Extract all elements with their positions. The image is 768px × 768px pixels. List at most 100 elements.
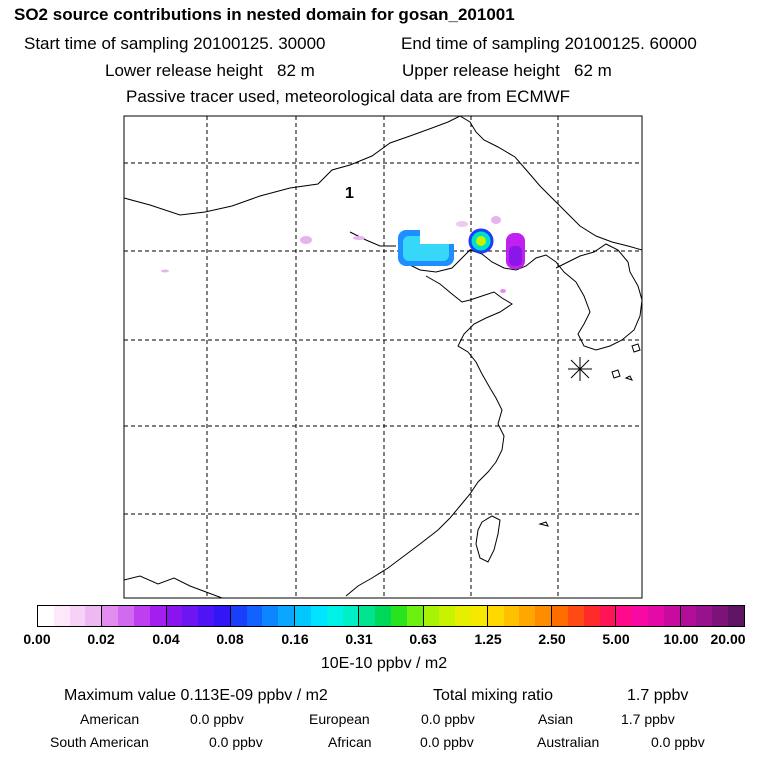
colorbar-swatch	[390, 606, 407, 626]
colorbar-swatch	[85, 606, 102, 626]
tick-label: 0.00	[23, 631, 51, 647]
colorbar-swatch	[342, 606, 359, 626]
colorbar-swatch	[503, 606, 520, 626]
asian-value: 1.7 ppbv	[621, 711, 675, 727]
colorbar-group	[551, 606, 616, 626]
upper-release-height: Upper release height 62 m	[402, 61, 612, 80]
tick-label: 10.00	[663, 631, 699, 647]
colorbar-group	[229, 606, 295, 626]
tick-label: 1.25	[474, 631, 502, 647]
australian-value: 0.0 ppbv	[651, 734, 705, 750]
tick-label: 0.08	[216, 631, 244, 647]
colorbar-swatch	[487, 606, 504, 626]
ne-china-border	[459, 116, 642, 251]
tick-label: 0.63	[409, 631, 437, 647]
inner-border-1	[124, 575, 223, 598]
islands-2	[538, 521, 549, 527]
taiwan	[475, 515, 501, 563]
colorbar-group	[101, 606, 166, 626]
korea-peninsula	[575, 261, 642, 351]
american-value: 0.0 ppbv	[190, 711, 244, 727]
african-label: African	[328, 734, 372, 750]
coastlines	[124, 116, 642, 598]
colorbar-swatch	[728, 606, 744, 626]
colorbar-group	[165, 606, 230, 626]
shandong-coast	[345, 275, 513, 597]
colorbar-swatch	[213, 606, 230, 626]
colorbar-swatch	[583, 606, 600, 626]
colorbar-swatch	[133, 606, 150, 626]
colorbar-swatch	[648, 606, 664, 626]
graticule	[124, 116, 642, 598]
colorbar-swatch	[471, 606, 487, 626]
colorbar-swatch	[53, 606, 70, 626]
colorbar-unit: 10E-10 ppbv / m2	[320, 655, 448, 672]
islands-1	[624, 375, 633, 381]
colorbar-group	[422, 606, 487, 626]
mongolia-border	[124, 116, 461, 216]
colorbar-swatch	[663, 606, 680, 626]
colorbar-swatch	[102, 606, 119, 626]
colorbar-group	[358, 606, 423, 626]
tick-label: 0.02	[87, 631, 115, 647]
colorbar-swatch	[599, 606, 616, 626]
colorbar	[37, 605, 745, 627]
contour-label: 1	[345, 185, 354, 202]
asian-label: Asian	[538, 711, 574, 727]
colorbar-swatch	[359, 606, 376, 626]
tick-label: 20.00	[710, 631, 746, 647]
european-label: European	[309, 711, 370, 727]
colorbar-swatch	[423, 606, 440, 626]
plume-small-5	[491, 216, 501, 224]
colorbar-swatch	[439, 606, 456, 626]
american-label: American	[80, 711, 140, 727]
african-value: 0.0 ppbv	[420, 734, 474, 750]
south-american-label: South American	[50, 734, 149, 750]
colorbar-swatch	[680, 606, 697, 626]
total-mixing-label: Total mixing ratio	[433, 687, 554, 704]
end-time: End time of sampling 20100125. 60000	[401, 34, 697, 53]
colorbar-swatch	[198, 606, 214, 626]
colorbar-swatch	[310, 606, 327, 626]
plot-title: SO2 source contributions in nested domai…	[14, 5, 515, 24]
tick-label: 0.31	[345, 631, 373, 647]
colorbar-swatch	[696, 606, 713, 626]
jeju	[611, 369, 621, 379]
tick-label: 5.00	[602, 631, 630, 647]
colorbar-swatch	[38, 606, 54, 626]
colorbar-group	[38, 606, 102, 626]
tracer-note: Passive tracer used, meteorological data…	[126, 87, 571, 106]
european-value: 0.0 ppbv	[421, 711, 475, 727]
colorbar-swatch	[278, 606, 295, 626]
colorbar-swatch	[552, 606, 568, 626]
start-time: Start time of sampling 20100125. 30000	[24, 34, 326, 53]
plume-small-6	[500, 289, 506, 293]
plume-small-2	[353, 236, 365, 240]
south-american-value: 0.0 ppbv	[209, 734, 263, 750]
colorbar-swatch	[118, 606, 134, 626]
colorbar-swatch	[326, 606, 343, 626]
tick-label: 0.04	[152, 631, 180, 647]
colorbar-swatch	[375, 606, 391, 626]
islands-3	[631, 343, 641, 353]
plume-west-cut	[420, 228, 454, 244]
plume-center-inner	[476, 236, 486, 246]
colorbar-swatch	[230, 606, 247, 626]
colorbar-swatch	[712, 606, 729, 626]
tick-label: 2.50	[538, 631, 566, 647]
colorbar-group	[294, 606, 359, 626]
bohai-coast	[403, 249, 577, 283]
colorbar-swatch	[632, 606, 649, 626]
colorbar-swatch	[149, 606, 166, 626]
map-frame	[123, 115, 643, 599]
total-mixing-value: 1.7 ppbv	[627, 687, 689, 704]
colorbar-swatch	[519, 606, 536, 626]
colorbar-swatch	[535, 606, 552, 626]
plume-east-core	[509, 246, 522, 266]
plume-small-1	[300, 236, 312, 244]
tick-label: 0.16	[281, 631, 309, 647]
colorbar-group	[486, 606, 552, 626]
inner-border-2	[349, 231, 396, 247]
korea-border	[555, 243, 629, 269]
